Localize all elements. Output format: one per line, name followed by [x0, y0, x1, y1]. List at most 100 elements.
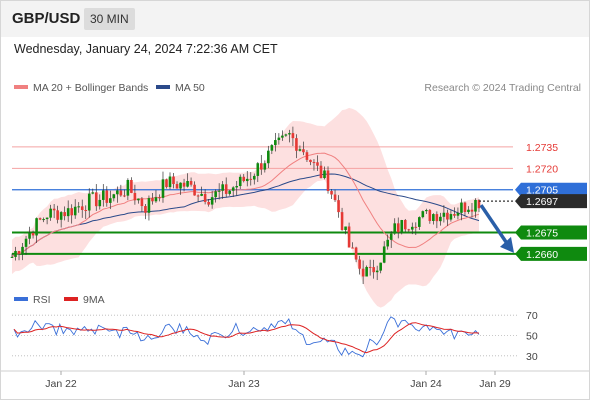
candle: [470, 203, 474, 218]
candle: [38, 217, 42, 221]
forecast-arrow-shaft: [479, 204, 510, 246]
candle: [52, 204, 56, 219]
level-tag-bg: [515, 246, 587, 261]
candle: [84, 205, 88, 219]
candle: [144, 204, 147, 220]
candle: [242, 174, 246, 183]
candle: [182, 178, 186, 192]
candle: [263, 160, 267, 173]
candle: [460, 198, 463, 221]
candle: [260, 154, 263, 175]
rsi-legend-swatch: [14, 297, 28, 301]
candlestick-series: [10, 126, 481, 284]
candle: [425, 208, 428, 214]
candle: [270, 144, 274, 155]
candle: [456, 207, 460, 220]
current-price-tag[interactable]: 1.2697: [515, 194, 587, 209]
candle: [449, 210, 453, 222]
candle: [389, 231, 393, 248]
candle: [91, 188, 95, 195]
candle: [467, 206, 470, 214]
level-tag-label: 1.2675: [526, 228, 558, 240]
candle: [442, 205, 446, 223]
candle: [56, 205, 59, 224]
candle: [161, 171, 165, 203]
candle: [168, 172, 172, 190]
candle: [238, 174, 242, 190]
candle: [98, 194, 102, 210]
ma9-legend-swatch: [64, 297, 78, 301]
candle: [217, 183, 221, 200]
candle: [274, 132, 277, 152]
candle: [410, 222, 414, 235]
candle: [87, 188, 91, 218]
candle: [21, 243, 24, 261]
candle: [375, 265, 379, 281]
candle: [73, 199, 77, 219]
candle: [228, 190, 231, 196]
timeframe-badge[interactable]: 30 MIN: [84, 8, 135, 30]
candle: [474, 198, 477, 218]
candle: [165, 178, 168, 189]
candle: [137, 198, 140, 204]
candle: [256, 162, 260, 182]
timestamp: Wednesday, January 24, 2024 7:22:36 AM C…: [14, 42, 278, 56]
candle: [214, 189, 217, 203]
candle: [77, 202, 81, 213]
candle: [200, 186, 203, 197]
candle: [305, 150, 309, 162]
candle: [235, 180, 239, 196]
candle: [400, 219, 404, 235]
candle: [112, 193, 116, 202]
candle: [133, 184, 137, 205]
level-tag-bg: [515, 182, 587, 197]
candle: [418, 216, 421, 230]
candle: [379, 262, 382, 274]
candle: [281, 130, 284, 141]
candle: [407, 228, 411, 232]
candle: [312, 159, 316, 171]
rsi-gridlines: 70 50 30: [12, 310, 538, 363]
level-label-resistance: 1.2735: [526, 142, 558, 154]
title-bar: GBP/USD 30 MIN: [1, 1, 589, 37]
level-tag-support[interactable]: 1.2675: [515, 225, 587, 240]
candle: [175, 181, 179, 189]
candle: [361, 260, 365, 284]
candle: [123, 189, 126, 198]
rsi-9ma-line: [13, 322, 480, 354]
candle: [435, 211, 439, 229]
rsi-line: [13, 316, 480, 358]
candle: [80, 199, 84, 218]
candle: [224, 177, 228, 198]
current-price-label: 1.2697: [526, 196, 558, 208]
rsi-tick-label: 70: [526, 310, 538, 322]
candle: [393, 218, 397, 235]
candle: [154, 190, 158, 203]
level-tag-pivot[interactable]: 1.2705: [515, 182, 587, 197]
x-tick-label: Jan 29: [479, 378, 511, 390]
price-tags[interactable]: 1.2735 1.2720 1.2705 1.2675 1.2660 1.2697: [515, 142, 587, 261]
x-axis: Jan 22 Jan 23 Jan 24 Jan 29: [45, 371, 511, 390]
candle: [24, 235, 28, 255]
candle: [386, 234, 390, 250]
x-tick-label: Jan 23: [228, 378, 260, 390]
candle: [421, 210, 425, 219]
candle: [267, 145, 270, 169]
candle: [196, 194, 200, 203]
candle: [151, 192, 154, 205]
ma20-line: [11, 152, 480, 258]
candle: [351, 242, 354, 249]
candle: [295, 134, 298, 159]
candle: [288, 129, 291, 143]
candle: [316, 155, 319, 171]
level-tag-support[interactable]: 1.2660: [515, 246, 587, 261]
candle: [109, 190, 112, 210]
candle: [10, 253, 14, 258]
candle: [59, 211, 63, 228]
candle: [347, 222, 351, 248]
candle: [203, 189, 207, 205]
candle: [210, 190, 214, 209]
candle: [140, 197, 144, 212]
candle: [344, 226, 347, 235]
